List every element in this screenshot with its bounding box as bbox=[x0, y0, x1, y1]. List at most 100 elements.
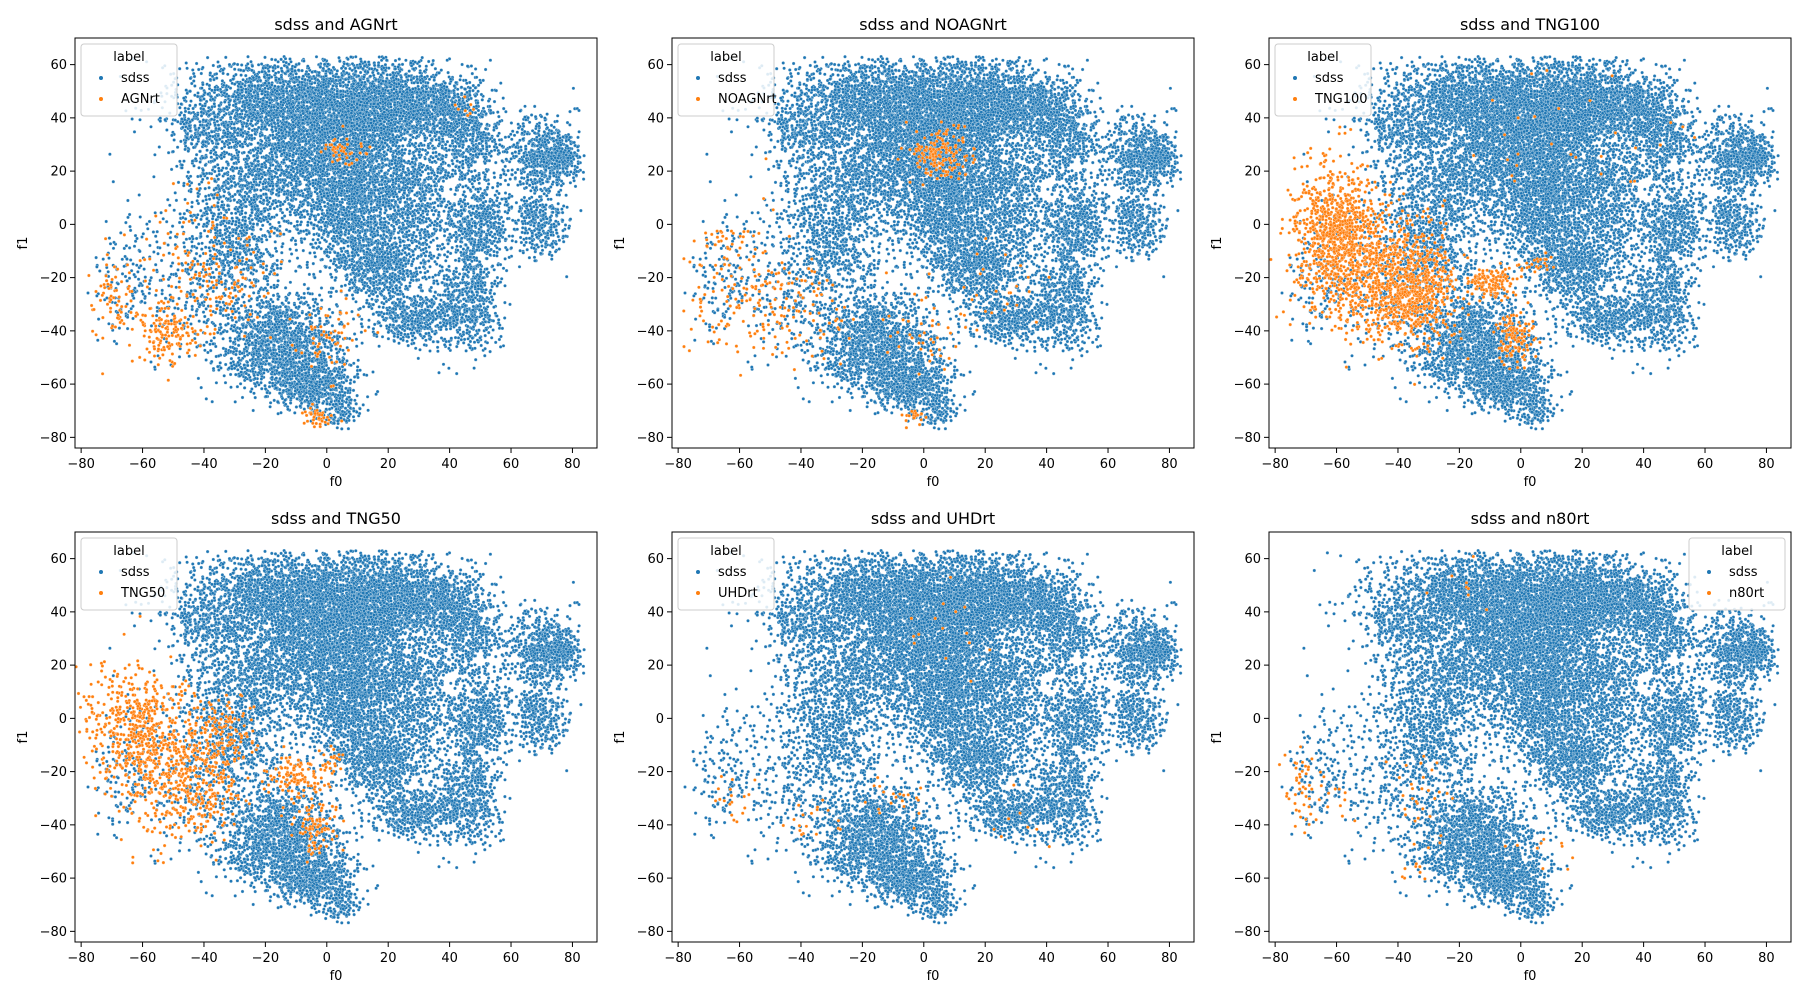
point-sdss bbox=[236, 63, 239, 66]
point-sdss bbox=[371, 82, 374, 85]
point-sdss bbox=[186, 67, 189, 70]
point-sdss bbox=[258, 101, 261, 104]
point-sdss bbox=[244, 74, 247, 77]
point-sdss bbox=[225, 84, 228, 87]
point-sdss bbox=[257, 126, 260, 129]
point-sdss bbox=[249, 112, 252, 115]
point-sdss bbox=[283, 200, 286, 203]
point-sdss bbox=[346, 116, 349, 119]
point-sdss bbox=[315, 99, 318, 102]
point-sdss bbox=[313, 77, 316, 80]
point-sdss bbox=[282, 80, 285, 83]
point-sdss bbox=[159, 120, 162, 123]
point-sdss bbox=[391, 71, 394, 74]
point-sdss bbox=[221, 79, 224, 82]
point-sdss bbox=[418, 65, 421, 68]
point-sdss bbox=[416, 81, 419, 84]
point-sdss bbox=[352, 82, 355, 85]
point-sdss bbox=[215, 72, 218, 75]
point-sdss bbox=[131, 117, 134, 120]
point-sdss bbox=[274, 129, 277, 132]
point-sdss bbox=[244, 96, 247, 99]
point-sdss bbox=[341, 74, 344, 77]
point-sdss bbox=[293, 85, 296, 88]
point-sdss bbox=[263, 56, 266, 59]
point-sdss bbox=[314, 88, 317, 91]
point-sdss bbox=[332, 66, 335, 69]
point-sdss bbox=[404, 59, 407, 62]
point-sdss bbox=[203, 91, 206, 94]
point-sdss bbox=[396, 97, 399, 100]
point-sdss bbox=[264, 87, 267, 90]
point-sdss bbox=[234, 73, 237, 76]
point-sdss bbox=[421, 56, 424, 59]
point-sdss bbox=[389, 174, 392, 177]
point-sdss bbox=[240, 116, 243, 119]
point-sdss bbox=[420, 75, 423, 78]
point-sdss bbox=[379, 107, 382, 110]
point-sdss bbox=[310, 82, 313, 85]
point-sdss bbox=[302, 130, 305, 133]
point-sdss bbox=[279, 96, 282, 99]
point-sdss bbox=[206, 56, 209, 59]
point-sdss bbox=[283, 64, 286, 67]
point-sdss bbox=[402, 85, 405, 88]
point-sdss bbox=[335, 85, 338, 88]
point-sdss bbox=[185, 61, 188, 64]
point-sdss bbox=[280, 110, 283, 113]
point-sdss bbox=[392, 76, 395, 79]
point-sdss bbox=[296, 83, 299, 86]
point-sdss bbox=[316, 122, 319, 125]
point-sdss bbox=[253, 100, 256, 103]
point-sdss bbox=[249, 60, 252, 63]
point-sdss bbox=[323, 63, 326, 66]
point-sdss bbox=[398, 58, 401, 61]
point-sdss bbox=[367, 90, 370, 93]
point-sdss bbox=[270, 118, 273, 121]
point-sdss bbox=[218, 65, 221, 68]
point-sdss bbox=[466, 65, 469, 68]
point-sdss bbox=[339, 84, 342, 87]
point-sdss bbox=[184, 107, 187, 110]
point-sdss bbox=[359, 100, 362, 103]
point-sdss bbox=[249, 89, 252, 92]
point-sdss bbox=[335, 79, 338, 82]
point-sdss bbox=[214, 86, 217, 89]
point-sdss bbox=[277, 85, 280, 88]
point-sdss bbox=[330, 104, 333, 107]
point-sdss bbox=[413, 81, 416, 84]
point-sdss bbox=[397, 108, 400, 111]
point-sdss bbox=[264, 66, 267, 69]
point-sdss bbox=[278, 78, 281, 81]
point-sdss bbox=[196, 91, 199, 94]
point-sdss bbox=[307, 86, 310, 89]
point-sdss bbox=[191, 68, 194, 71]
point-sdss bbox=[410, 64, 413, 67]
point-sdss bbox=[213, 102, 216, 105]
point-sdss bbox=[465, 82, 468, 85]
point-sdss bbox=[356, 94, 359, 97]
point-sdss bbox=[397, 82, 400, 85]
point-sdss bbox=[489, 59, 492, 62]
point-sdss bbox=[252, 76, 255, 79]
point-sdss bbox=[359, 71, 362, 74]
point-sdss bbox=[356, 102, 359, 105]
point-sdss bbox=[267, 70, 270, 73]
point-sdss bbox=[228, 63, 231, 66]
point-sdss bbox=[266, 93, 269, 96]
point-sdss bbox=[229, 87, 232, 90]
point-sdss bbox=[276, 107, 279, 110]
point-sdss bbox=[268, 101, 271, 104]
point-sdss bbox=[252, 91, 255, 94]
point-sdss bbox=[408, 70, 411, 73]
point-sdss bbox=[318, 71, 321, 74]
point-sdss bbox=[251, 65, 254, 68]
point-sdss bbox=[361, 104, 364, 107]
point-sdss bbox=[291, 158, 294, 161]
point-sdss bbox=[278, 150, 281, 153]
point-sdss bbox=[385, 86, 388, 89]
point-sdss bbox=[303, 88, 306, 91]
point-sdss bbox=[286, 105, 289, 108]
point-sdss bbox=[337, 76, 340, 79]
point-sdss bbox=[372, 102, 375, 105]
